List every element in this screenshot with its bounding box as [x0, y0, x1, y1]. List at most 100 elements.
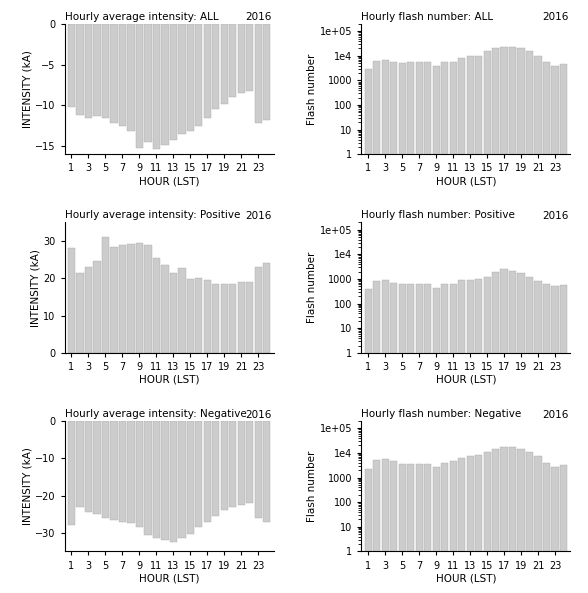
Bar — [450, 62, 457, 593]
Bar — [475, 56, 482, 593]
X-axis label: HOUR (LST): HOUR (LST) — [436, 375, 496, 385]
X-axis label: HOUR (LST): HOUR (LST) — [436, 573, 496, 584]
Bar — [220, 421, 228, 511]
Bar — [475, 455, 482, 593]
Bar — [119, 421, 126, 522]
Bar — [76, 24, 83, 115]
Bar — [441, 283, 448, 593]
Bar — [483, 52, 491, 593]
Bar — [552, 66, 559, 593]
Bar — [365, 289, 372, 593]
Bar — [500, 269, 507, 593]
Bar — [543, 62, 550, 593]
Bar — [475, 279, 482, 593]
Bar — [492, 448, 499, 593]
Bar — [187, 279, 194, 353]
Text: 2016: 2016 — [542, 12, 568, 23]
Bar — [255, 24, 262, 123]
Bar — [517, 49, 524, 593]
Bar — [492, 49, 499, 593]
Bar — [229, 284, 236, 353]
Bar — [161, 24, 169, 145]
Bar — [263, 24, 270, 120]
Text: Hourly average intensity: ALL: Hourly average intensity: ALL — [65, 11, 218, 21]
Bar — [390, 461, 397, 593]
Bar — [458, 280, 465, 593]
Text: Hourly flash number: Positive: Hourly flash number: Positive — [362, 210, 515, 220]
Bar — [483, 452, 491, 593]
Bar — [85, 267, 92, 353]
Bar — [93, 262, 101, 353]
Bar — [263, 263, 270, 353]
Bar — [416, 285, 423, 593]
Bar — [246, 282, 253, 353]
Bar — [161, 265, 169, 353]
Bar — [229, 24, 236, 97]
Bar — [178, 421, 185, 538]
Bar — [136, 243, 143, 353]
X-axis label: HOUR (LST): HOUR (LST) — [436, 176, 496, 186]
Bar — [246, 421, 253, 503]
Bar — [246, 24, 253, 91]
Text: Hourly average intensity: Positive: Hourly average intensity: Positive — [65, 210, 240, 220]
Bar — [390, 283, 397, 593]
Bar — [424, 285, 431, 593]
Y-axis label: Flash number: Flash number — [307, 252, 317, 323]
Bar — [399, 285, 406, 593]
Text: 2016: 2016 — [245, 12, 272, 23]
Text: 2016: 2016 — [245, 410, 272, 420]
Y-axis label: INTENSITY (kA): INTENSITY (kA) — [22, 50, 32, 128]
Bar — [102, 421, 109, 518]
Bar — [136, 24, 143, 148]
Y-axis label: Flash number: Flash number — [307, 451, 317, 522]
Bar — [128, 244, 135, 353]
Bar — [144, 245, 152, 353]
Bar — [220, 284, 228, 353]
Y-axis label: INTENSITY (kA): INTENSITY (kA) — [22, 447, 32, 525]
Bar — [526, 452, 533, 593]
Bar — [382, 280, 389, 593]
Bar — [373, 282, 380, 593]
Bar — [407, 285, 415, 593]
Bar — [153, 24, 160, 149]
Bar — [170, 24, 177, 140]
Bar — [85, 24, 92, 117]
Bar — [424, 62, 431, 593]
Bar — [534, 282, 542, 593]
Bar — [238, 282, 245, 353]
Bar — [399, 63, 406, 593]
Bar — [170, 273, 177, 353]
Bar — [178, 268, 185, 353]
X-axis label: HOUR (LST): HOUR (LST) — [139, 375, 199, 385]
Bar — [509, 447, 516, 593]
Bar — [195, 24, 202, 126]
Bar — [111, 247, 118, 353]
Bar — [500, 447, 507, 593]
Bar — [382, 60, 389, 593]
Bar — [111, 24, 118, 123]
Bar — [263, 421, 270, 522]
Bar — [560, 64, 567, 593]
Bar — [373, 61, 380, 593]
Bar — [195, 278, 202, 353]
Bar — [195, 421, 202, 527]
Bar — [390, 62, 397, 593]
X-axis label: HOUR (LST): HOUR (LST) — [139, 176, 199, 186]
Bar — [466, 456, 474, 593]
Bar — [365, 69, 372, 593]
Bar — [93, 421, 101, 514]
Bar — [466, 56, 474, 593]
Bar — [102, 237, 109, 353]
Bar — [466, 279, 474, 593]
Y-axis label: Flash number: Flash number — [307, 53, 317, 125]
Bar — [526, 52, 533, 593]
Bar — [373, 460, 380, 593]
Bar — [102, 24, 109, 117]
Bar — [68, 421, 75, 525]
Bar — [399, 464, 406, 593]
Bar — [534, 56, 542, 593]
Bar — [76, 273, 83, 353]
Bar — [441, 62, 448, 593]
Bar — [552, 286, 559, 593]
Bar — [365, 469, 372, 593]
